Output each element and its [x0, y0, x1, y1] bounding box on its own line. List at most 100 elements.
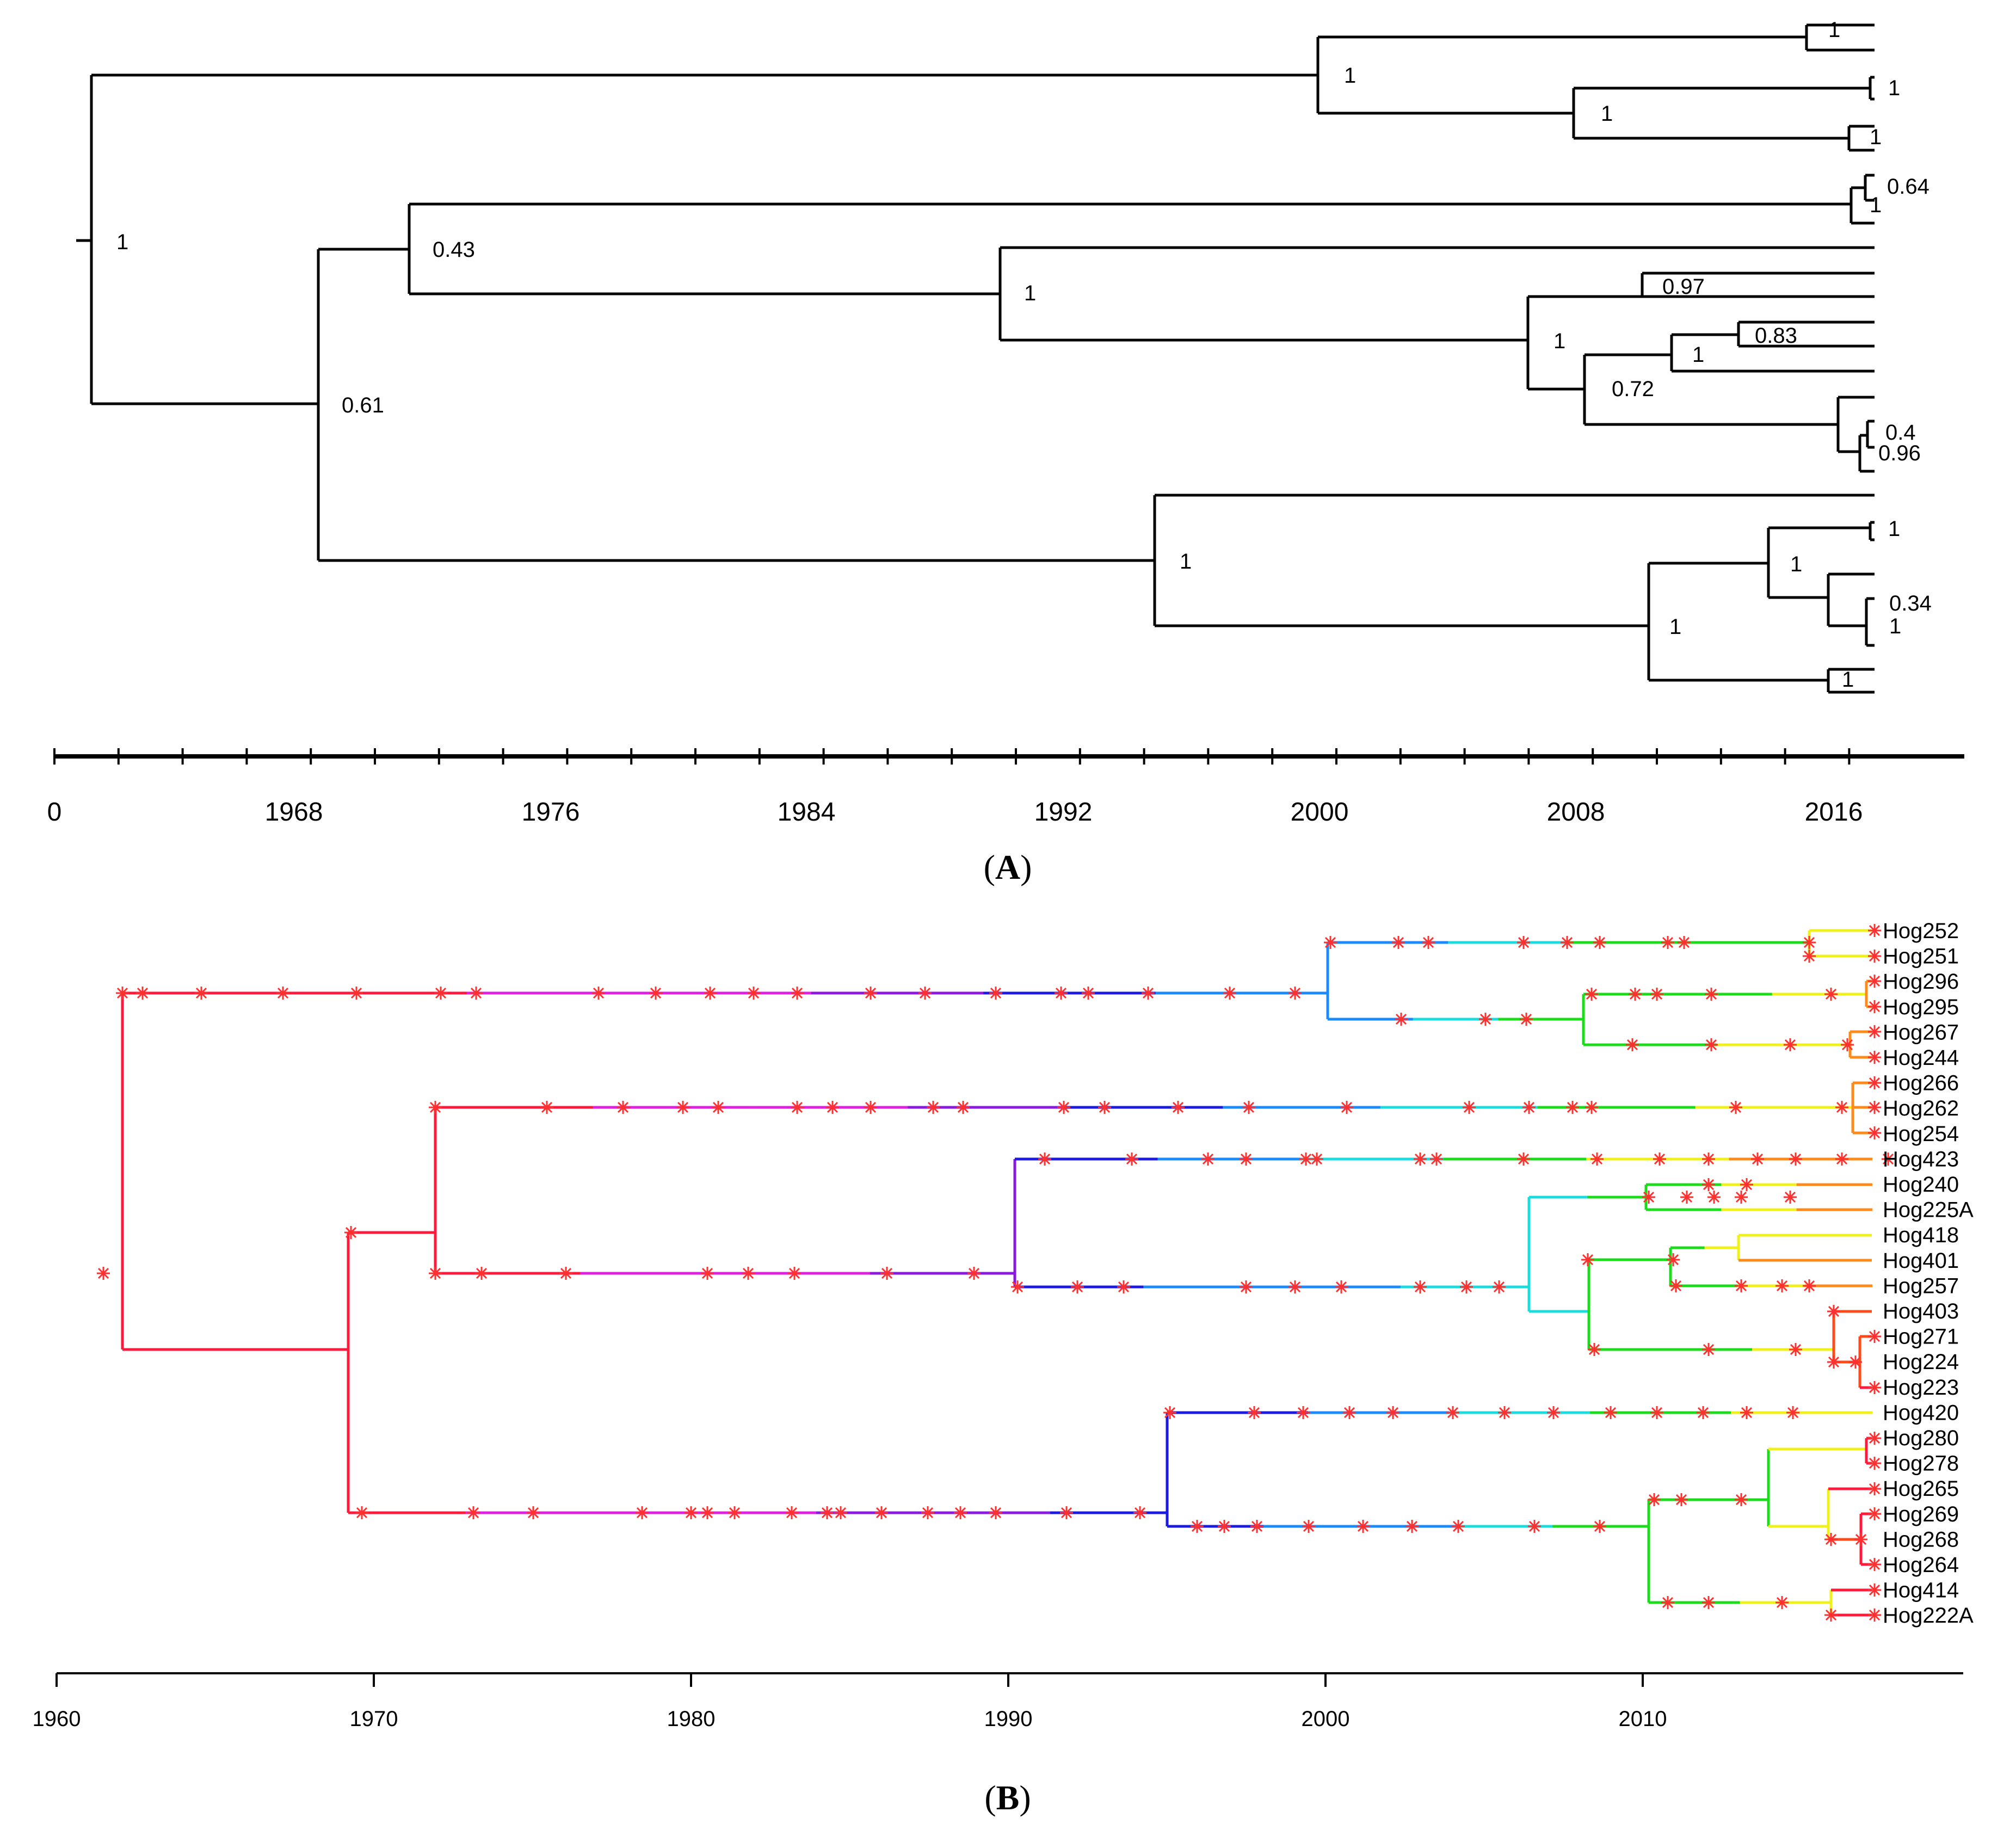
node-marker — [1547, 1406, 1560, 1419]
taxon-label: Hog268 — [1883, 1527, 1959, 1551]
node-marker — [1218, 1520, 1231, 1533]
node-marker — [1702, 1596, 1715, 1609]
node-marker — [1414, 1153, 1427, 1166]
node-marker — [1735, 1191, 1748, 1204]
support-value: 0.4 — [1885, 421, 1916, 445]
node-marker — [1446, 1406, 1459, 1419]
node-marker — [1648, 1493, 1661, 1506]
node-marker — [1824, 988, 1838, 1001]
node-marker — [1629, 988, 1642, 1001]
support-value: 0.97 — [1662, 275, 1705, 299]
axis-tick-label: 2000 — [1291, 798, 1349, 827]
node-marker — [1824, 1609, 1838, 1622]
node-marker — [1868, 1000, 1881, 1013]
taxon-label: Hog278 — [1883, 1452, 1959, 1476]
taxon-label: Hog423 — [1883, 1147, 1959, 1171]
node-marker — [1011, 1280, 1024, 1293]
node-marker — [429, 1101, 442, 1114]
node-marker — [1868, 1507, 1881, 1520]
node-marker — [276, 987, 289, 1000]
node-marker — [864, 987, 877, 1000]
node-marker — [1288, 987, 1302, 1000]
panel-a-time-axis: 0 1968 1976 1984 1992 2000 2008 2016 — [47, 748, 1964, 827]
taxon-label: Hog403 — [1883, 1299, 1959, 1323]
node-marker — [616, 1101, 630, 1114]
node-marker — [1868, 1076, 1881, 1089]
node-marker — [1775, 1279, 1789, 1292]
node-marker — [1803, 1279, 1816, 1292]
node-marker — [1705, 1038, 1718, 1051]
node-marker — [1882, 1153, 1895, 1166]
taxon-label: Hog223 — [1883, 1376, 1959, 1400]
support-value: 1 — [1180, 550, 1192, 574]
taxon-label: Hog224 — [1883, 1350, 1959, 1374]
node-marker — [592, 987, 605, 1000]
node-marker — [918, 987, 932, 1000]
axis-tick-label: 1992 — [1034, 798, 1093, 827]
node-marker — [1751, 1153, 1764, 1166]
node-marker — [1133, 1506, 1146, 1519]
node-marker — [1803, 936, 1816, 949]
node-marker — [470, 987, 483, 1000]
node-marker — [1849, 1355, 1862, 1369]
taxon-label: Hog252 — [1883, 919, 1959, 943]
node-marker — [116, 987, 129, 1000]
node-marker — [1650, 1406, 1663, 1419]
support-value: 1 — [1842, 668, 1854, 692]
taxon-label: Hog264 — [1883, 1553, 1959, 1577]
support-value: 1 — [1669, 615, 1681, 639]
node-marker — [728, 1506, 741, 1519]
taxon-label: Hog251 — [1883, 945, 1959, 969]
axis-tick-label: 1968 — [265, 798, 323, 827]
node-marker — [1868, 1583, 1881, 1597]
panel-b-node-markers — [97, 924, 1895, 1622]
support-value: 1 — [1870, 125, 1882, 149]
node-marker — [1868, 1609, 1881, 1622]
panel-a-support-values: 1 0.61 0.43 1 1 1 1 0.97 1 0.72 1 0.83 0… — [116, 18, 1932, 692]
axis-tick-label: 2000 — [1302, 1707, 1350, 1731]
node-marker — [1702, 1343, 1715, 1356]
node-marker — [1071, 1280, 1084, 1293]
node-marker — [1335, 1280, 1348, 1293]
node-marker — [1841, 1038, 1854, 1051]
node-marker — [636, 1506, 649, 1519]
node-marker — [1561, 936, 1574, 949]
node-marker — [1493, 1280, 1506, 1293]
node-marker — [1729, 1101, 1742, 1114]
node-marker — [1463, 1101, 1476, 1114]
axis-tick-label: 1960 — [33, 1707, 81, 1731]
node-marker — [1163, 1406, 1176, 1419]
node-marker — [1142, 987, 1155, 1000]
support-value: 1 — [1790, 552, 1802, 576]
node-marker — [1117, 1280, 1130, 1293]
node-marker — [1250, 1520, 1263, 1533]
node-marker — [1414, 1280, 1427, 1293]
node-marker — [1248, 1406, 1261, 1419]
panel-b-time-axis: 1960 1970 1980 1990 2000 2010 — [33, 1672, 1963, 1731]
panel-a-time-tree — [76, 23, 1875, 694]
node-marker — [1288, 1280, 1302, 1293]
node-marker — [1405, 1520, 1419, 1533]
node-marker — [475, 1267, 488, 1280]
node-marker — [1784, 1038, 1797, 1051]
node-marker — [434, 987, 447, 1000]
node-marker — [350, 987, 363, 1000]
axis-tick-label: 2016 — [1805, 798, 1863, 827]
node-marker — [1740, 1406, 1753, 1419]
node-marker — [1585, 1101, 1598, 1114]
support-value: 0.61 — [342, 393, 384, 417]
node-marker — [1581, 1253, 1594, 1266]
node-marker — [1517, 1153, 1530, 1166]
support-value: 0.43 — [433, 238, 475, 262]
node-marker — [1775, 1596, 1789, 1609]
node-marker — [747, 987, 760, 1000]
axis-tick-label: 2008 — [1547, 798, 1605, 827]
node-marker — [1827, 1305, 1840, 1318]
node-marker — [1786, 1406, 1799, 1419]
node-marker — [97, 1267, 110, 1280]
taxon-label: Hog280 — [1883, 1426, 1959, 1450]
node-marker — [1392, 936, 1405, 949]
node-marker — [788, 1267, 801, 1280]
node-marker — [701, 1267, 714, 1280]
